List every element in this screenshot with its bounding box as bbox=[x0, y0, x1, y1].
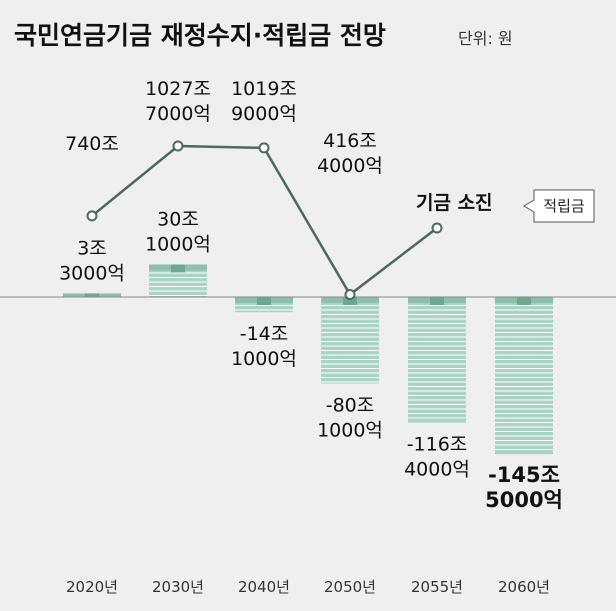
bar-2030년 bbox=[149, 264, 207, 297]
unit-label: 단위: 원 bbox=[458, 29, 513, 48]
reserve-point-2055년 bbox=[431, 222, 443, 234]
x-tick-2060년: 2060년 bbox=[498, 578, 550, 596]
bar-band-seal bbox=[343, 297, 357, 305]
x-tick-2050년: 2050년 bbox=[324, 578, 376, 596]
x-tick-2020년: 2020년 bbox=[66, 578, 118, 596]
reserve-label-2030년: 1027조 bbox=[145, 78, 211, 100]
bar-label-2050년: 1000억 bbox=[317, 420, 383, 442]
bar-label-2055년: 4000억 bbox=[404, 459, 470, 481]
legend-tag: 적립금 bbox=[523, 189, 595, 223]
bar-2040년 bbox=[235, 297, 293, 313]
bar-label-2055년: -116조 bbox=[407, 434, 468, 456]
legend-tag-label: 적립금 bbox=[543, 197, 585, 215]
bar-label-2040년: -14조 bbox=[240, 323, 289, 345]
bar-2055년 bbox=[408, 297, 466, 423]
reserve-point-2040년 bbox=[258, 142, 270, 154]
x-tick-2055년: 2055년 bbox=[411, 578, 463, 596]
bar-band-seal bbox=[517, 297, 531, 305]
bar-series bbox=[63, 264, 553, 455]
reserve-label-2020년: 740조 bbox=[65, 133, 119, 155]
bar-2060년 bbox=[495, 297, 553, 455]
bar-label-2020년: 3조 bbox=[77, 237, 107, 259]
legend-tag-box bbox=[523, 189, 595, 223]
bar-label-2060년: -145조 bbox=[488, 463, 560, 487]
data-labels: 740조 1027조 7000억 1019조 9000억 416조 4000억 3조 3000억… bbox=[59, 78, 563, 512]
reserve-line-series bbox=[86, 140, 443, 301]
bar-band-seal bbox=[430, 297, 444, 305]
reserve-point-2020년 bbox=[86, 210, 98, 222]
bar-2050년 bbox=[321, 297, 379, 384]
bar-band-seal bbox=[257, 297, 271, 305]
reserve-label-2040년: 9000억 bbox=[231, 103, 297, 125]
reserve-point-2030년 bbox=[172, 140, 184, 152]
bar-label-2030년: 30조 bbox=[157, 208, 199, 230]
reserve-label-2040년: 1019조 bbox=[231, 78, 297, 100]
bar-label-2060년: 5000억 bbox=[485, 488, 563, 512]
reserve-label-2050년: 416조 bbox=[323, 130, 377, 152]
bar-label-2050년: -80조 bbox=[326, 395, 375, 417]
bar-body bbox=[321, 297, 379, 384]
bar-body bbox=[495, 297, 553, 455]
x-tick-2040년: 2040년 bbox=[238, 578, 290, 596]
depletion-annotation: 기금 소진 bbox=[416, 192, 493, 214]
bar-2020년 bbox=[63, 293, 121, 297]
x-tick-2030년: 2030년 bbox=[152, 578, 204, 596]
reserve-label-2050년: 4000억 bbox=[317, 155, 383, 177]
reserve-label-2030년: 7000억 bbox=[145, 103, 211, 125]
reserve-point-2050년 bbox=[344, 289, 356, 301]
bar-label-2040년: 1000억 bbox=[231, 348, 297, 370]
bar-label-2030년: 1000억 bbox=[145, 233, 211, 255]
bar-band-seal bbox=[85, 293, 99, 297]
bar-label-2020년: 3000억 bbox=[59, 262, 125, 284]
bar-band-seal bbox=[171, 264, 185, 273]
chart-title: 국민연금기금 재정수지·적립금 전망 bbox=[14, 21, 386, 50]
x-axis-ticks: 2020년 2030년 2040년 2050년 2055년 2060년 bbox=[66, 578, 550, 596]
